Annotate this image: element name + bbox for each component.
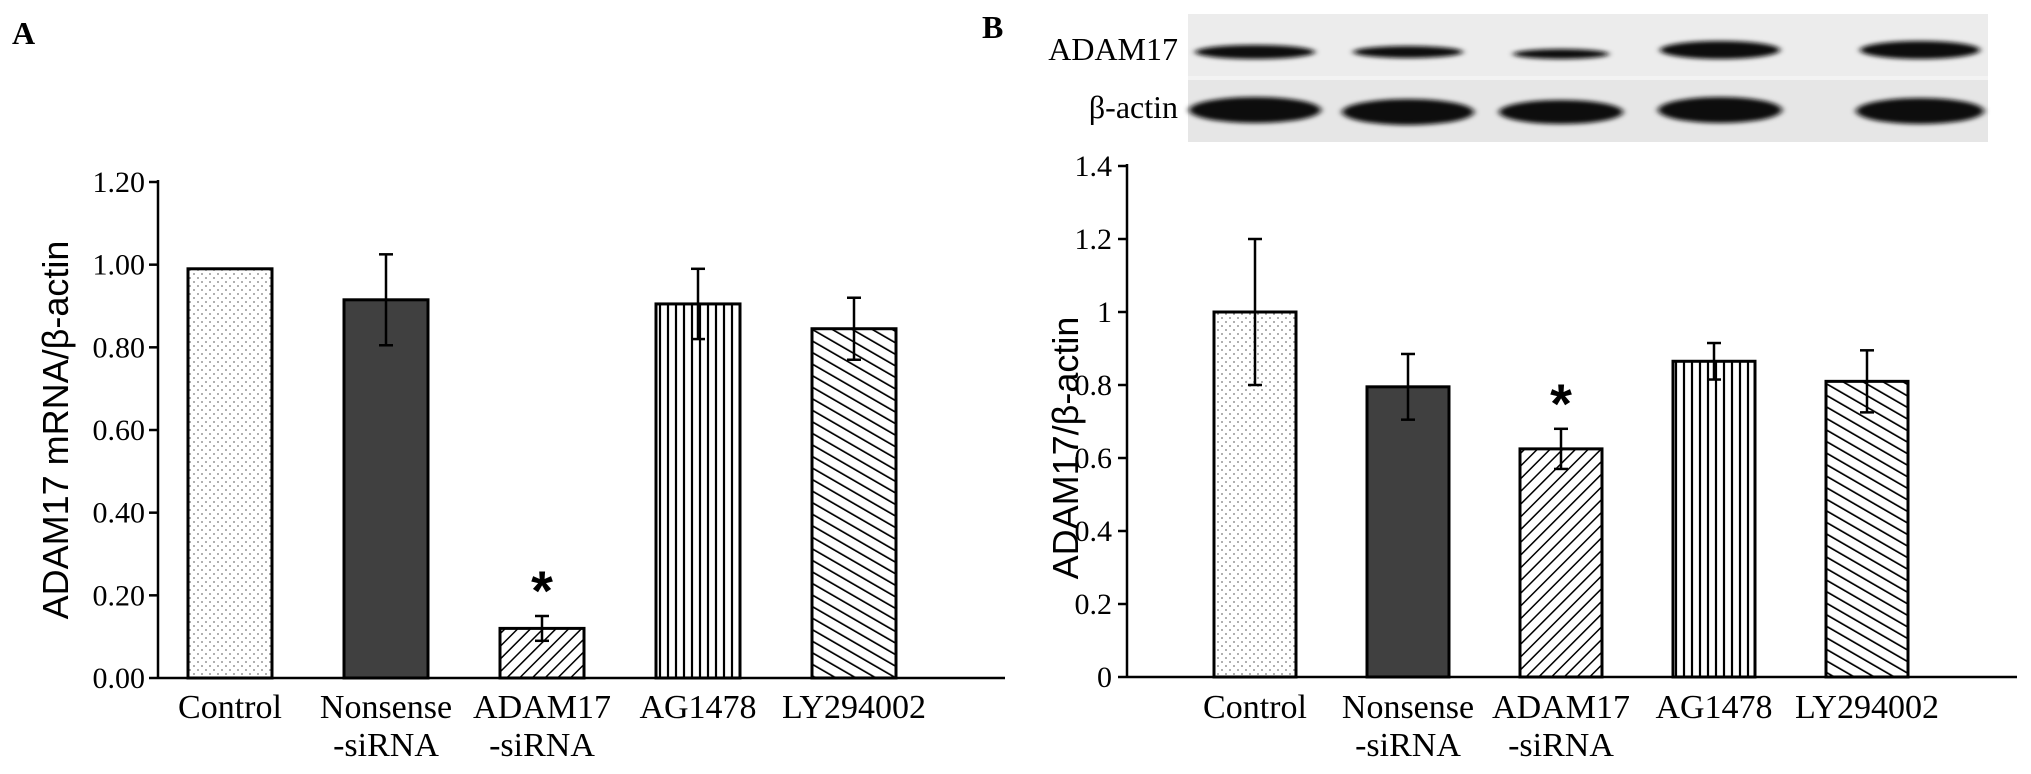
bar-b	[1671, 359, 1757, 679]
category-label-b: Nonsense	[1342, 689, 1474, 726]
y-tick-label-a: 0.80	[93, 331, 146, 364]
band-actin-ag1478	[1658, 97, 1782, 123]
significance-star-b: *	[1550, 372, 1572, 435]
band-actin-sirna	[1499, 100, 1623, 124]
bar-b	[1518, 447, 1604, 679]
y-tick-label-b: 0.4	[1075, 515, 1113, 548]
category-label-a: LY294002	[782, 689, 926, 726]
y-tick-label-b: 0	[1097, 661, 1112, 694]
category-label-a: ADAM17	[473, 689, 611, 726]
y-tick-label-a: 0.20	[93, 579, 146, 612]
category-label-line2-b: -siRNA	[1508, 727, 1614, 764]
bar-b	[1365, 385, 1451, 679]
chart-panel-a: ADAM17 mRNA/β-actin 0.00 0.20 0.40 0.60 0.80…	[35, 166, 1005, 764]
category-label-b: ADAM17	[1492, 689, 1630, 726]
category-label-a: Control	[178, 689, 282, 726]
band-actin-control	[1189, 97, 1321, 123]
y-tick-label-b: 1	[1097, 296, 1112, 329]
y-tick-label-b: 1.4	[1075, 150, 1113, 183]
chart-panel-b: ADAM17/β-actin 0 0.2 0.4 0.6 0.8 1 1.2 1.4 Contr…	[1045, 150, 2017, 764]
y-axis-title-a: ADAM17 mRNA/β-actin	[35, 241, 76, 620]
y-tick-label-a: 0.40	[93, 497, 146, 530]
category-label-line2-b: -siRNA	[1355, 727, 1461, 764]
y-tick-label-b: 1.2	[1075, 223, 1113, 256]
y-tick-label-a: 1.20	[93, 166, 146, 199]
category-label-b: LY294002	[1795, 689, 1939, 726]
y-tick-label-a: 0.60	[93, 414, 146, 447]
category-label-a: Nonsense	[320, 689, 452, 726]
bar-a	[810, 327, 898, 680]
bar-b	[1824, 379, 1910, 679]
band-adam17-ag1478	[1660, 41, 1780, 59]
blot-label-adam17: ADAM17	[1048, 31, 1178, 67]
y-tick-label-b: 0.8	[1075, 369, 1113, 402]
bar-a	[654, 302, 742, 680]
category-label-line2-a: -siRNA	[333, 727, 439, 764]
y-axis-title-b: ADAM17/β-actin	[1045, 317, 1086, 580]
panel-b-label: B	[982, 9, 1003, 45]
category-label-a: AG1478	[639, 689, 756, 726]
band-adam17-ly294002	[1860, 41, 1980, 59]
band-actin-ly294002	[1856, 98, 1984, 124]
y-tick-label-a: 0.00	[93, 662, 146, 695]
band-actin-nonsense	[1342, 99, 1474, 125]
bar-a	[342, 298, 430, 680]
category-label-b: AG1478	[1655, 689, 1772, 726]
western-blot: ADAM17 β-actin	[1048, 14, 1988, 142]
bar-a	[186, 267, 274, 680]
category-label-b: Control	[1203, 689, 1307, 726]
blot-strip-adam17	[1188, 14, 1988, 76]
band-adam17-control	[1195, 45, 1315, 59]
blot-label-actin: β-actin	[1089, 89, 1178, 125]
band-adam17-nonsense	[1353, 46, 1463, 58]
y-tick-label-b: 0.2	[1075, 588, 1113, 621]
y-tick-label-b: 0.6	[1075, 442, 1113, 475]
category-label-line2-a: -siRNA	[489, 727, 595, 764]
band-adam17-sirna	[1513, 49, 1609, 59]
panel-a-label: A	[12, 15, 35, 51]
y-tick-label-a: 1.00	[93, 249, 146, 282]
significance-star-a: *	[531, 559, 553, 622]
